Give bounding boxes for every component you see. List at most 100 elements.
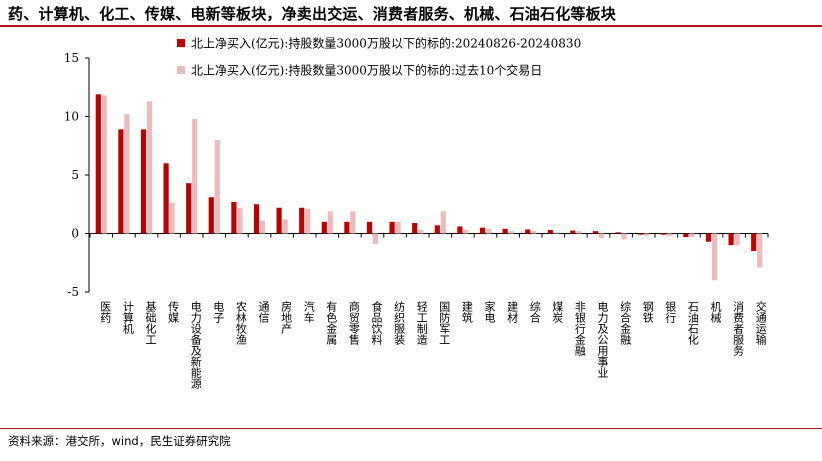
category-label: 电力设备及新能源 [189,301,202,390]
bar-series-1 [366,221,373,234]
bar-series-2 [146,101,153,234]
bar-series-2 [259,220,266,234]
bar-series-2 [124,114,130,234]
bar-series-2 [644,233,650,236]
bar-series-1 [412,222,418,234]
category-label: 煤炭 [551,301,564,324]
category-label: 电子 [212,301,225,323]
bar-series-2 [553,232,559,234]
bar-series-1 [434,225,440,234]
bar-series-2 [395,221,401,234]
bar-series-2 [214,139,220,234]
bar-series-1 [186,183,192,234]
bar-series-1 [208,197,214,234]
bar-series-1 [705,233,712,242]
category-label: 计算机 [121,301,134,334]
bar-series-1 [457,226,463,234]
bar-series-2 [372,233,379,245]
category-label: 石油石化 [686,301,699,346]
category-label: 国防军工 [438,301,451,345]
category-label: 电力及公用事业 [596,301,609,378]
bar-series-1 [683,233,689,238]
bar-series-2 [101,95,107,234]
category-label: 传媒 [167,301,180,324]
bar-series-2 [666,233,672,236]
category-label: 基础化工 [144,301,157,345]
bar-series-2 [757,233,763,268]
bar-series-2 [350,211,356,234]
category-label: 纺织服装 [393,300,406,346]
bar-series-1 [299,207,305,234]
legend-swatch [177,39,185,47]
category-label: 综合金融 [619,300,632,346]
y-tick-label: 5 [71,168,79,182]
category-label: 农林牧渔 [234,300,247,346]
legend-label: 北上净买入(亿元):持股数量3000万股以下的标的:过去10个交易日 [191,63,542,78]
category-label: 钢铁 [641,301,654,323]
bar-series-1 [570,230,576,234]
bar-series-2 [237,207,243,234]
bar-series-2 [463,229,469,234]
bar-series-1 [751,233,757,252]
title-rule [0,25,822,27]
category-label: 机械 [709,300,722,324]
bar-series-1 [592,231,599,234]
bar-series-1 [118,129,124,234]
bar-series-1 [321,221,327,234]
bar-series-2 [711,233,718,281]
y-tick-label: 0 [71,227,79,241]
legend-label: 北上净买入(亿元):持股数量3000万股以下的标的:20240826-20240… [191,36,581,51]
bar-series-1 [502,228,508,234]
category-label: 医药 [99,301,112,324]
category-label: 综合 [528,300,541,323]
bar-series-1 [276,207,282,234]
bar-series-1 [660,233,666,235]
bar-series-2 [305,208,311,234]
category-label: 商贸零售 [347,300,360,346]
bar-series-1 [253,204,260,234]
bar-series-2 [169,203,175,234]
bar-series-1 [140,129,147,234]
bar-series-2 [621,233,627,240]
category-label: 通信 [257,301,270,324]
bar-series-2 [418,229,424,234]
category-label: 非银行金融 [573,301,586,357]
category-label: 汽车 [302,300,315,324]
y-tick-label: 15 [64,51,79,65]
bar-series-1 [728,233,734,246]
y-tick-label: -5 [67,285,79,299]
category-label: 家电 [483,300,496,323]
source-note: 资料来源：港交所，wind，民生证券研究院 [8,434,231,448]
bar-series-2 [598,233,605,239]
category-label: 银行 [664,300,677,324]
bar-series-1 [389,221,395,234]
category-label: 建材 [506,300,519,323]
category-label: 有色金属 [325,300,338,346]
bar-series-1 [231,201,237,234]
category-label: 消费者服务 [732,300,745,356]
chart-title: 药、计算机、化工、传媒、电新等板块，净卖出交运、消费者服务、机械、石油石化等板块 [8,5,617,23]
bar-series-2 [531,231,537,234]
bar-series-2 [192,118,198,234]
bar-series-1 [479,227,486,234]
source-rule [0,428,822,429]
bar-series-1 [525,229,531,234]
legend-swatch [177,66,185,74]
bar-series-2 [734,233,740,246]
category-label: 交通运输 [754,300,767,346]
bar-series-2 [327,211,333,234]
bar-series-2 [485,228,492,234]
bar-series-2 [508,231,514,234]
bar-series-2 [282,219,288,234]
bar-series-1 [638,233,644,235]
bar-series-2 [440,211,446,234]
category-label: 房地产 [280,301,293,335]
category-label: 轻工制造 [415,300,428,345]
category-label: 食品饮料 [370,300,383,346]
bar-series-1 [95,94,101,234]
bar-series-1 [547,229,553,234]
category-label: 建筑 [460,300,473,323]
y-tick-label: 10 [64,110,79,124]
bar-series-1 [344,221,350,234]
